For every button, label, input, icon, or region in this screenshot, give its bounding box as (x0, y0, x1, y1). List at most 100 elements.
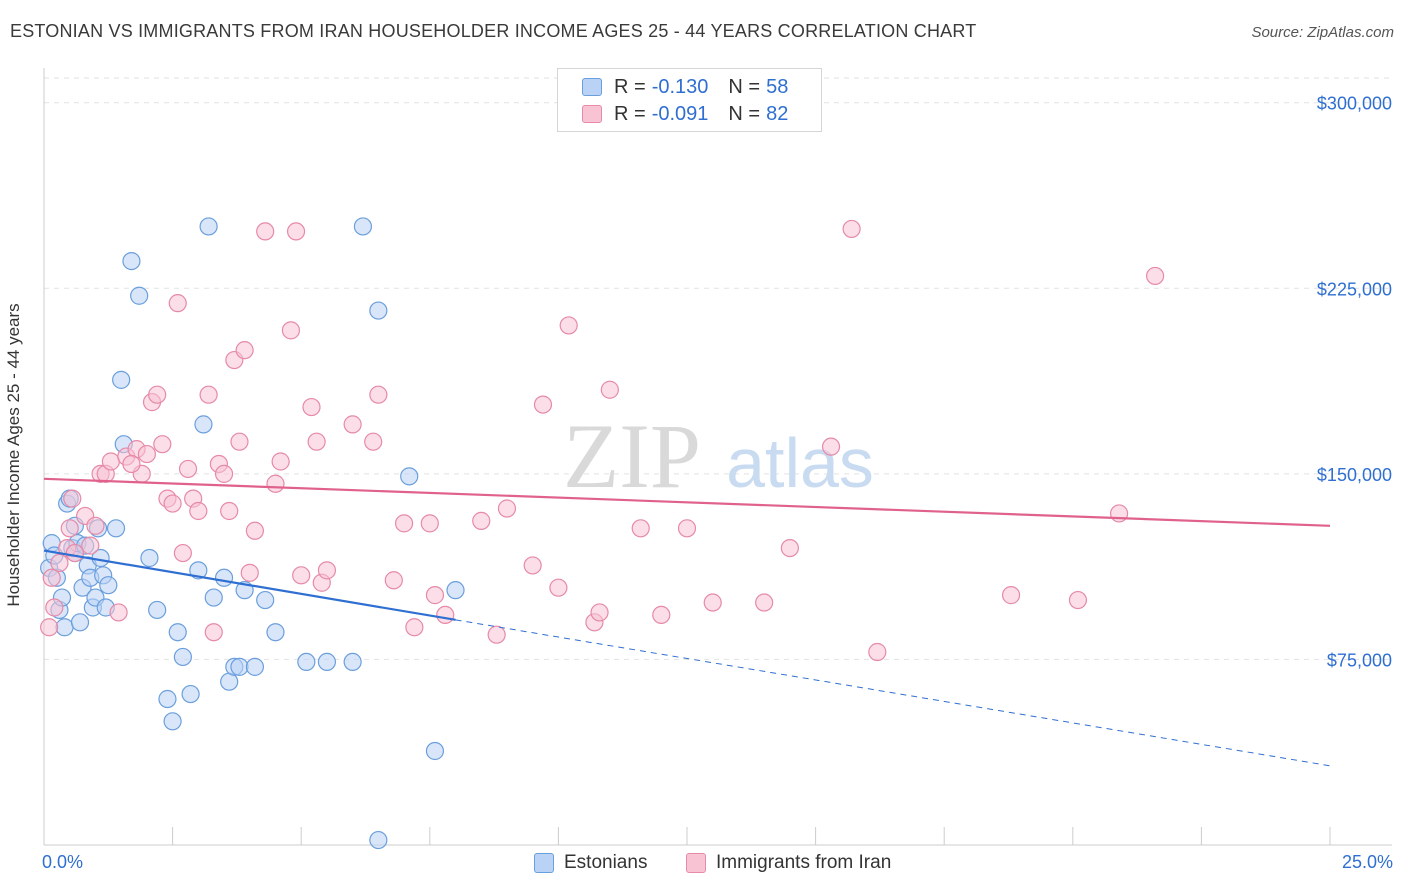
iran-point (497, 499, 517, 518)
iran-point (780, 538, 799, 558)
legend-item-iran[interactable]: Immigrants from Iran (686, 852, 891, 874)
legend-r-label: R = (614, 102, 646, 125)
iran-point (652, 605, 671, 625)
y-tick-label: $225,000 (1317, 279, 1392, 299)
x-tick-label-max: 25.0% (1341, 852, 1393, 872)
iran-point (436, 605, 455, 625)
estonians-point (173, 647, 192, 667)
iran-point (189, 501, 208, 521)
watermark-atlas: atlas (726, 424, 874, 502)
iran-point (600, 380, 619, 399)
estonians-point (130, 286, 149, 305)
iran-point (405, 618, 424, 637)
estonians-point (446, 581, 465, 600)
iran-point (235, 341, 254, 360)
iran-point (868, 642, 887, 662)
iran-point (163, 494, 182, 513)
iran-point (487, 625, 506, 644)
iran-point (214, 464, 234, 483)
legend-swatch-iran (582, 105, 602, 123)
iran-point (384, 571, 403, 590)
iran-point (533, 395, 553, 414)
iran-point (317, 561, 337, 580)
legend-n-value: 82 (766, 102, 789, 125)
estonians-point (214, 568, 234, 587)
iran-point (1068, 590, 1088, 610)
estonians-point (230, 657, 249, 676)
iran-point (122, 454, 141, 474)
estonians-point (168, 623, 187, 642)
iran-point (63, 489, 82, 508)
estonians-point (343, 652, 362, 672)
estonians-point (199, 217, 218, 236)
iran-point (153, 435, 172, 454)
y-tick-labels: $75,000 $150,000 $225,000 $300,000 (1317, 94, 1392, 671)
iran-trend-line (43, 477, 1331, 527)
legend-r-value: -0.130 (651, 75, 709, 98)
iran-point (677, 519, 697, 538)
iran-point (240, 563, 259, 582)
legend-swatch-iran (686, 853, 706, 873)
iran-point (220, 501, 239, 521)
source-label: Source: ZipAtlas.com (1251, 24, 1394, 41)
estonians-point (194, 415, 213, 434)
axes (43, 68, 1392, 846)
legend-row-iran: R = -0.091 N = 82 (582, 102, 808, 126)
iran-point (60, 519, 79, 538)
legend-label-estonians: Estonians (564, 852, 648, 873)
iran-point (420, 514, 439, 533)
legend-item-estonians[interactable]: Estonians (534, 852, 647, 874)
legend-n-label: N = (728, 102, 761, 125)
estonians-point (148, 600, 167, 620)
iran-point (230, 432, 249, 451)
estonians-point (99, 576, 118, 595)
estonians-point (266, 623, 285, 642)
iran-point (50, 553, 69, 573)
iran-point (245, 521, 265, 540)
iran-point (65, 543, 84, 563)
y-tick-label: $300,000 (1317, 94, 1392, 114)
estonians-point (181, 684, 200, 704)
watermark: ZIP atlas (563, 405, 874, 507)
iran-point (204, 623, 223, 642)
iran-point (137, 444, 156, 464)
estonians-point (353, 217, 373, 236)
legend-n-label: N = (728, 75, 761, 98)
iran-point (425, 586, 445, 605)
iran-point (148, 385, 167, 404)
iran-points (40, 219, 1165, 662)
estonians-point (112, 370, 131, 389)
legend-swatch-estonians (582, 78, 602, 96)
iran-point (394, 514, 414, 533)
legend-n-value: 58 (766, 75, 789, 98)
estonians-point (163, 712, 182, 731)
estonians-point (245, 657, 265, 676)
y-axis-label: Householder Income Ages 25 - 44 years (4, 303, 23, 607)
stats-legend: R = -0.130 N = 58 R = -0.091 N = 82 (557, 68, 822, 132)
trend-lines (43, 477, 1331, 767)
legend-r-label: R = (614, 75, 646, 98)
estonians-point (317, 652, 337, 672)
iran-point (842, 219, 861, 239)
estonians-point (122, 251, 141, 271)
y-tick-label: $150,000 (1317, 465, 1392, 485)
iran-point (266, 474, 285, 493)
y-tick-label: $75,000 (1327, 650, 1392, 670)
iran-point (559, 316, 578, 335)
iran-point (173, 543, 192, 563)
iran-point (286, 222, 306, 241)
iran-point (755, 593, 774, 612)
iran-point (256, 222, 275, 241)
iran-point (42, 568, 61, 587)
iran-point (590, 603, 609, 622)
estonians-point (400, 467, 419, 486)
iran-point (1146, 266, 1165, 286)
iran-point (45, 598, 64, 617)
iran-point (369, 385, 388, 404)
estonians-point (70, 613, 90, 632)
iran-point (821, 437, 841, 456)
estonians-point (140, 548, 159, 568)
iran-point (472, 511, 491, 530)
legend-swatch-estonians (534, 853, 554, 873)
